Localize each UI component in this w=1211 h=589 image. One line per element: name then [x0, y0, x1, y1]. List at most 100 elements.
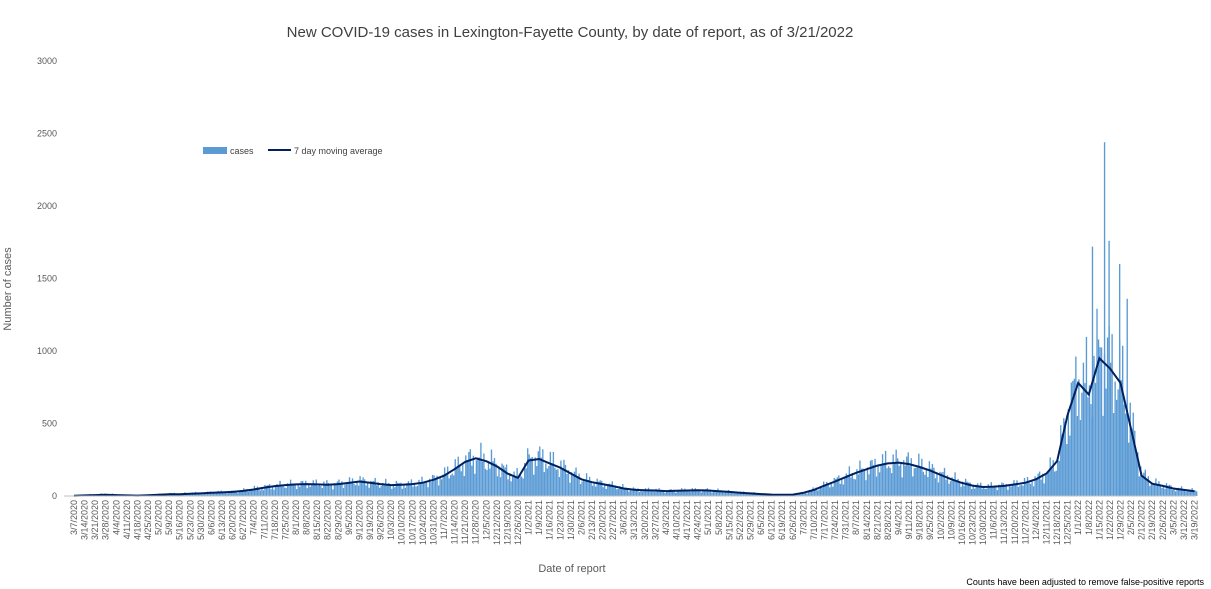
bar: [484, 468, 487, 496]
bar: [676, 490, 678, 496]
bar: [598, 481, 600, 496]
bar: [665, 490, 668, 496]
bar: [596, 478, 598, 496]
bar: [416, 485, 419, 496]
bar: [534, 457, 536, 496]
bar: [1109, 362, 1112, 496]
bar: [379, 487, 381, 496]
bar: [315, 479, 317, 496]
bar: [981, 488, 983, 496]
bar: [652, 491, 654, 496]
bar: [1041, 473, 1044, 496]
bar: [495, 463, 497, 496]
bar: [848, 466, 851, 496]
bar: [517, 478, 520, 496]
bar: [708, 491, 710, 496]
bar: [952, 480, 955, 496]
bar: [699, 490, 701, 496]
bar: [662, 490, 665, 496]
bar: [508, 473, 511, 496]
bar: [418, 479, 420, 496]
bar: [234, 492, 236, 496]
x-tick-label: 3/13/2021: [629, 500, 639, 540]
x-tick-label: 11/28/2020: [471, 500, 481, 544]
bar: [995, 486, 997, 496]
bar: [286, 483, 289, 496]
bar: [336, 481, 339, 496]
bar: [1073, 378, 1076, 496]
bar: [1125, 413, 1127, 496]
bar: [1141, 475, 1143, 496]
bar: [1122, 345, 1124, 496]
bar: [453, 475, 455, 496]
bar: [643, 489, 645, 496]
bar: [372, 480, 375, 496]
x-tick-label: 9/5/2020: [344, 500, 354, 535]
x-tick-label: 2/20/2021: [598, 500, 608, 540]
x-tick-label: 2/12/2022: [1137, 500, 1147, 540]
bar: [717, 488, 719, 496]
bar: [681, 488, 683, 496]
bar: [969, 482, 971, 496]
bar: [1051, 469, 1053, 496]
bar: [1034, 476, 1036, 496]
bar: [247, 491, 250, 496]
bar: [1032, 486, 1035, 496]
bar: [545, 463, 547, 496]
bar: [249, 490, 251, 496]
bar: [810, 489, 813, 496]
bar: [283, 487, 286, 496]
bar: [978, 485, 980, 496]
bar: [712, 491, 715, 496]
x-tick-label: 7/3/2021: [798, 500, 808, 535]
bar-peak: [1103, 142, 1106, 496]
y-axis-ticks: 0 500 1000 1500 2000 2500 3000: [37, 56, 57, 501]
bar: [311, 484, 313, 496]
bar: [456, 467, 458, 496]
x-tick-label: 4/10/2021: [672, 500, 682, 540]
bar: [1072, 380, 1074, 496]
bar: [1010, 486, 1012, 496]
bar: [1162, 485, 1165, 496]
bar: [931, 463, 934, 496]
bar: [1144, 469, 1147, 496]
bar: [961, 481, 964, 496]
bar: [551, 463, 553, 496]
bar: [752, 493, 754, 496]
bar: [443, 467, 446, 496]
x-tick-label: 3/14/2020: [80, 500, 90, 540]
bar: [475, 460, 478, 496]
bar: [404, 487, 407, 496]
bar: [489, 468, 491, 496]
bar: [1067, 409, 1070, 496]
bar: [314, 483, 316, 496]
bar: [1128, 442, 1130, 496]
bar-series-cases: [74, 142, 1198, 496]
x-tick-label: 2/26/2022: [1158, 500, 1168, 540]
bar: [302, 480, 304, 496]
bar: [815, 487, 817, 496]
bar: [927, 477, 929, 496]
bar: [369, 481, 372, 496]
bar: [510, 481, 512, 496]
bar: [942, 472, 944, 496]
bar: [1153, 484, 1156, 496]
x-tick-label: 8/15/2020: [312, 500, 322, 540]
bar: [200, 494, 203, 496]
bar: [282, 484, 284, 496]
bar: [575, 467, 577, 496]
bar: [223, 492, 225, 496]
bar: [724, 491, 727, 496]
bar: [514, 475, 517, 496]
bar: [376, 485, 378, 496]
bar: [866, 467, 869, 496]
bar: [918, 453, 920, 496]
bar: [279, 480, 281, 496]
bar: [425, 482, 428, 496]
bar: [629, 488, 632, 496]
bar: [634, 488, 636, 496]
bar: [427, 487, 429, 496]
bar-peak: [1126, 298, 1128, 496]
x-tick-label: 9/18/2021: [915, 500, 925, 540]
y-tick-label: 0: [52, 491, 57, 501]
